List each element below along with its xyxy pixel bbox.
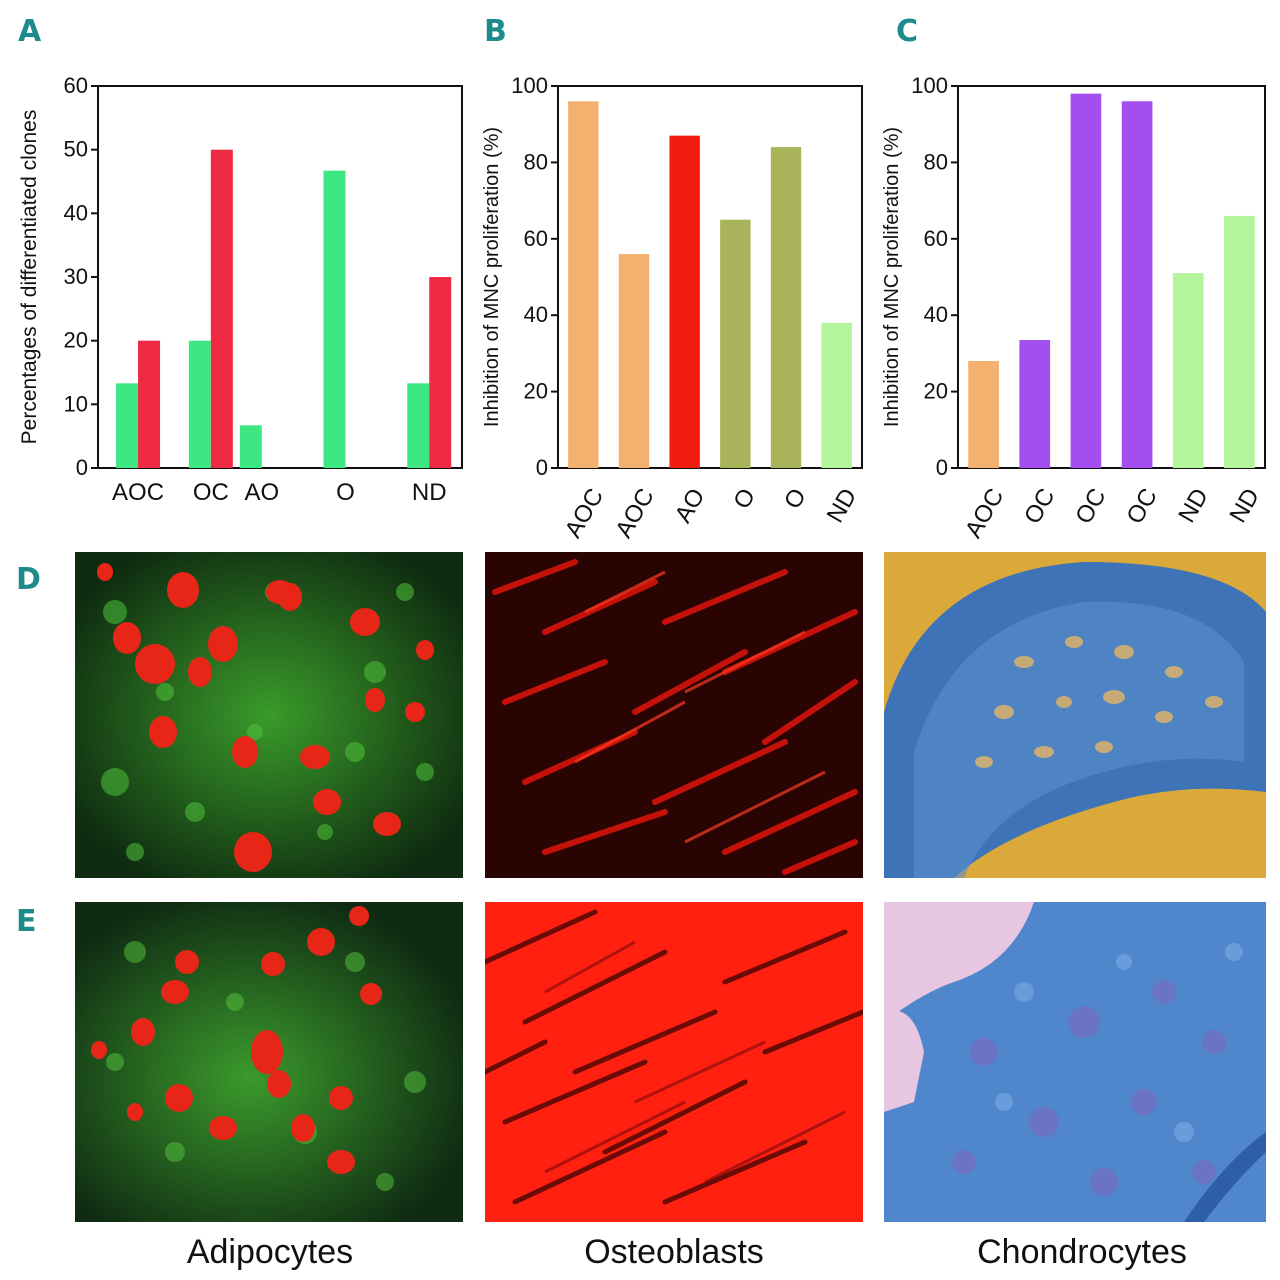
x-tick-label: AOC: [112, 479, 164, 506]
x-tick-label: OC: [193, 479, 229, 506]
chondrocytes-image-e: [884, 902, 1266, 1222]
x-tick-label: AOC: [560, 484, 609, 543]
bar-charts: 0 10 20 30 40 50 60 Percentages of differentiat…: [18, 73, 1266, 543]
bar: [618, 254, 650, 468]
y-tick-label: 60: [524, 226, 548, 251]
x-tick-label: O: [728, 484, 761, 514]
y-axis-label: Inhibition of MNC proliferation (%): [481, 127, 503, 427]
bar: [1121, 101, 1153, 468]
y-tick-label: 60: [924, 226, 948, 251]
x-tick-label: ND: [1224, 484, 1265, 528]
y-tick-label: 0: [936, 455, 948, 480]
x-tick-label: OC: [1019, 484, 1060, 529]
x-tick-label: O: [779, 484, 812, 514]
bar: [1019, 340, 1051, 468]
x-tick-label: AO: [670, 484, 711, 528]
y-tick-label: 50: [64, 137, 88, 162]
chondrocytes-image-d: [884, 552, 1266, 878]
y-tick-label: 20: [524, 379, 548, 404]
y-tick-label: 20: [64, 328, 88, 353]
x-tick-label: ND: [822, 484, 863, 528]
bar: [968, 361, 999, 468]
panel-label-b: B: [484, 14, 507, 49]
y-tick-label: 40: [64, 200, 88, 225]
plot-frame: [957, 85, 1266, 469]
bar: [323, 170, 346, 468]
bar: [1172, 273, 1204, 468]
caption-adipocytes: Adipocytes: [186, 1233, 354, 1271]
y-tick-label: 40: [924, 302, 948, 327]
y-tick-label: 10: [64, 391, 88, 416]
adipocytes-image-e: [75, 902, 463, 1222]
x-tick-label: OC: [1070, 484, 1111, 529]
x-tick-label: AOC: [960, 484, 1009, 543]
bar: [407, 383, 430, 468]
bar: [1224, 215, 1255, 468]
bar: [138, 340, 161, 468]
panel-label-a: A: [18, 14, 42, 49]
x-tick-label: ND: [412, 479, 447, 506]
x-tick-label: AOC: [610, 484, 659, 543]
y-tick-label: 100: [511, 73, 548, 98]
panel-label-c: C: [896, 14, 919, 49]
bar: [821, 322, 852, 468]
chart-c: 0 20 40 60 80 100 Inhibition of MNC proliferat…: [881, 73, 1266, 543]
bar: [720, 219, 751, 468]
panel-label-e: E: [16, 904, 37, 939]
x-tick-label: OC: [1121, 484, 1162, 529]
bar: [1070, 93, 1102, 468]
y-tick-label: 80: [924, 149, 948, 174]
y-tick-label: 0: [76, 455, 88, 480]
x-tick-label: O: [336, 479, 355, 506]
chart-a: 0 10 20 30 40 50 60 Percentages of differentiat…: [18, 73, 463, 506]
y-axis-label: Percentages of differentiated clones: [18, 110, 41, 445]
caption-chondrocytes: Chondrocytes: [977, 1233, 1187, 1271]
caption-osteoblasts: Osteoblasts: [584, 1233, 764, 1271]
y-tick-label: 40: [524, 302, 548, 327]
bar: [188, 340, 211, 468]
bar: [116, 383, 139, 468]
y-tick-label: 60: [64, 73, 88, 98]
bar: [568, 101, 599, 468]
x-tick-label: ND: [1173, 484, 1214, 528]
y-tick-label: 80: [524, 149, 548, 174]
adipocytes-image-d: [75, 552, 463, 878]
panel-label-d: D: [16, 562, 41, 597]
x-tick-label: AO: [244, 479, 279, 506]
y-tick-label: 20: [924, 379, 948, 404]
y-tick-label: 100: [911, 73, 948, 98]
y-axis-label: Inhibition of MNC proliferation (%): [881, 127, 903, 427]
osteoblasts-image-e: [485, 902, 863, 1222]
osteoblasts-image-d: [485, 552, 863, 878]
bar: [770, 147, 802, 468]
bar: [210, 149, 233, 468]
plot-frame: [557, 85, 863, 469]
y-tick-label: 0: [536, 455, 548, 480]
bar: [239, 425, 262, 468]
bar: [669, 135, 700, 468]
bar: [429, 277, 452, 468]
y-tick-label: 30: [64, 264, 88, 289]
chart-b: 0 20 40 60 80 100 Inhibition of MNC proliferat…: [481, 73, 863, 543]
